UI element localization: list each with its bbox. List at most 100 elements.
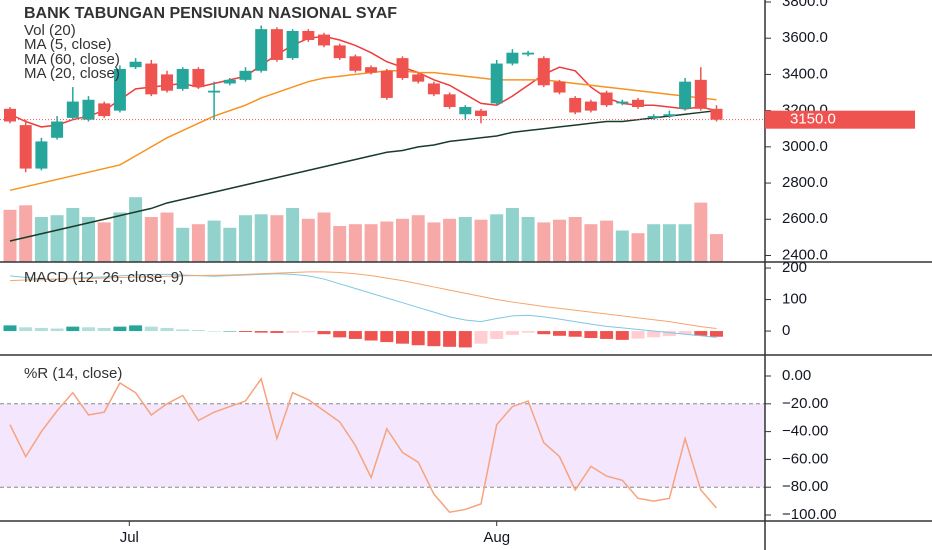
histogram-bar [710,331,723,337]
labels: BANK TABUNGAN PENSIUNAN NASIONAL SYAF Vo… [24,0,915,546]
histogram-bar [553,331,566,336]
volume-bar [678,224,692,262]
volume-bar [160,212,174,262]
legend-entry: MA (60, close) [24,51,120,68]
volume-bar [286,208,300,262]
volume-bar [710,234,723,262]
histogram-bar [631,331,645,339]
volume-bar [348,224,362,262]
histogram-bar [615,331,629,340]
y-tick-label: −20.00 [782,395,828,412]
last-price-label: 3150.0 [790,111,836,128]
candle-body [443,94,456,108]
histogram-bar [458,331,472,348]
candle-body [396,58,409,79]
line [9,35,717,128]
line [9,377,718,514]
volume-bar [474,219,488,262]
pane-title: %R (14, close) [24,365,122,382]
y-tick-label: 0.00 [782,367,811,384]
volume-bar [333,226,347,262]
candle-body [475,110,487,117]
candle-body [616,101,629,104]
y-tick-label: −100.00 [782,506,837,523]
y-tick-label: 200 [782,259,807,276]
candle-body [223,79,236,84]
y-tick-label: −40.00 [782,423,828,440]
volume-bar [490,214,504,262]
volume-bar [694,202,708,262]
candle-body [569,97,582,113]
candle-body [647,116,660,118]
volume-bar [254,214,268,262]
histogram-bar [82,327,95,332]
histogram-bar [443,331,457,347]
volume-bar [144,217,158,262]
volume-bar [505,208,519,262]
candle-body [537,58,550,86]
histogram-bar [348,331,362,339]
y-tick-label: 2400.0 [782,246,828,263]
candle-body [600,92,613,106]
volume-bar [584,224,598,262]
histogram-bar [19,327,33,332]
histogram-bar [144,326,158,332]
candle-body [302,30,315,41]
y-tick-label: −60.00 [782,450,828,467]
volume-bar [600,220,614,262]
candle-body [239,70,252,80]
volume-bar [615,230,629,262]
volume-bar [223,227,237,262]
histogram-bar [160,327,174,332]
candle-body [632,99,644,108]
histogram-bar [317,331,331,335]
candle-body [129,61,142,68]
volume-bar [537,222,551,262]
histogram-bar [34,327,48,332]
candle-body [192,68,205,88]
volume-bar [443,218,457,262]
candle-body [161,74,173,91]
volume-bar [19,205,33,262]
volume-bar [662,224,676,262]
candle-body [4,108,16,122]
candle-body [19,125,32,169]
volume-bar [411,215,425,262]
volume-bar [396,218,409,262]
histogram-bar [333,331,347,338]
volume-bar [458,217,472,262]
candle-body [145,63,158,95]
candle-body [412,74,425,82]
volume-bar [380,221,394,262]
volume-bar [317,212,331,262]
line [9,271,717,330]
histogram-bar [286,331,300,333]
candle-body [318,34,330,46]
line [9,273,717,338]
x-tick-label: Aug [483,529,510,546]
volume-bar [66,208,80,262]
y-tick-label: 3800.0 [782,0,828,10]
volume-bar [568,217,582,262]
histogram-bar [568,331,582,337]
histogram-bar [647,331,661,338]
histogram-bar [694,331,708,336]
y-tick-label: 2600.0 [782,210,828,227]
volume-bar [191,224,205,262]
volume-bar [129,197,143,262]
volume-bar [364,224,378,262]
histogram-bar [129,325,143,332]
volume-bar [207,220,221,262]
histogram-bar [600,331,614,339]
y-tick-label: 3600.0 [782,29,828,46]
volume-bar [82,217,95,262]
volume-bar [3,209,17,262]
candle-body [490,63,503,104]
histogram-bar [3,325,17,332]
candle-body [427,83,440,95]
candle-body [208,90,221,93]
legend-entry: MA (20, close) [24,65,120,82]
volume-bar [97,222,111,262]
histogram-bar [254,331,268,333]
volume-bar [631,233,645,262]
